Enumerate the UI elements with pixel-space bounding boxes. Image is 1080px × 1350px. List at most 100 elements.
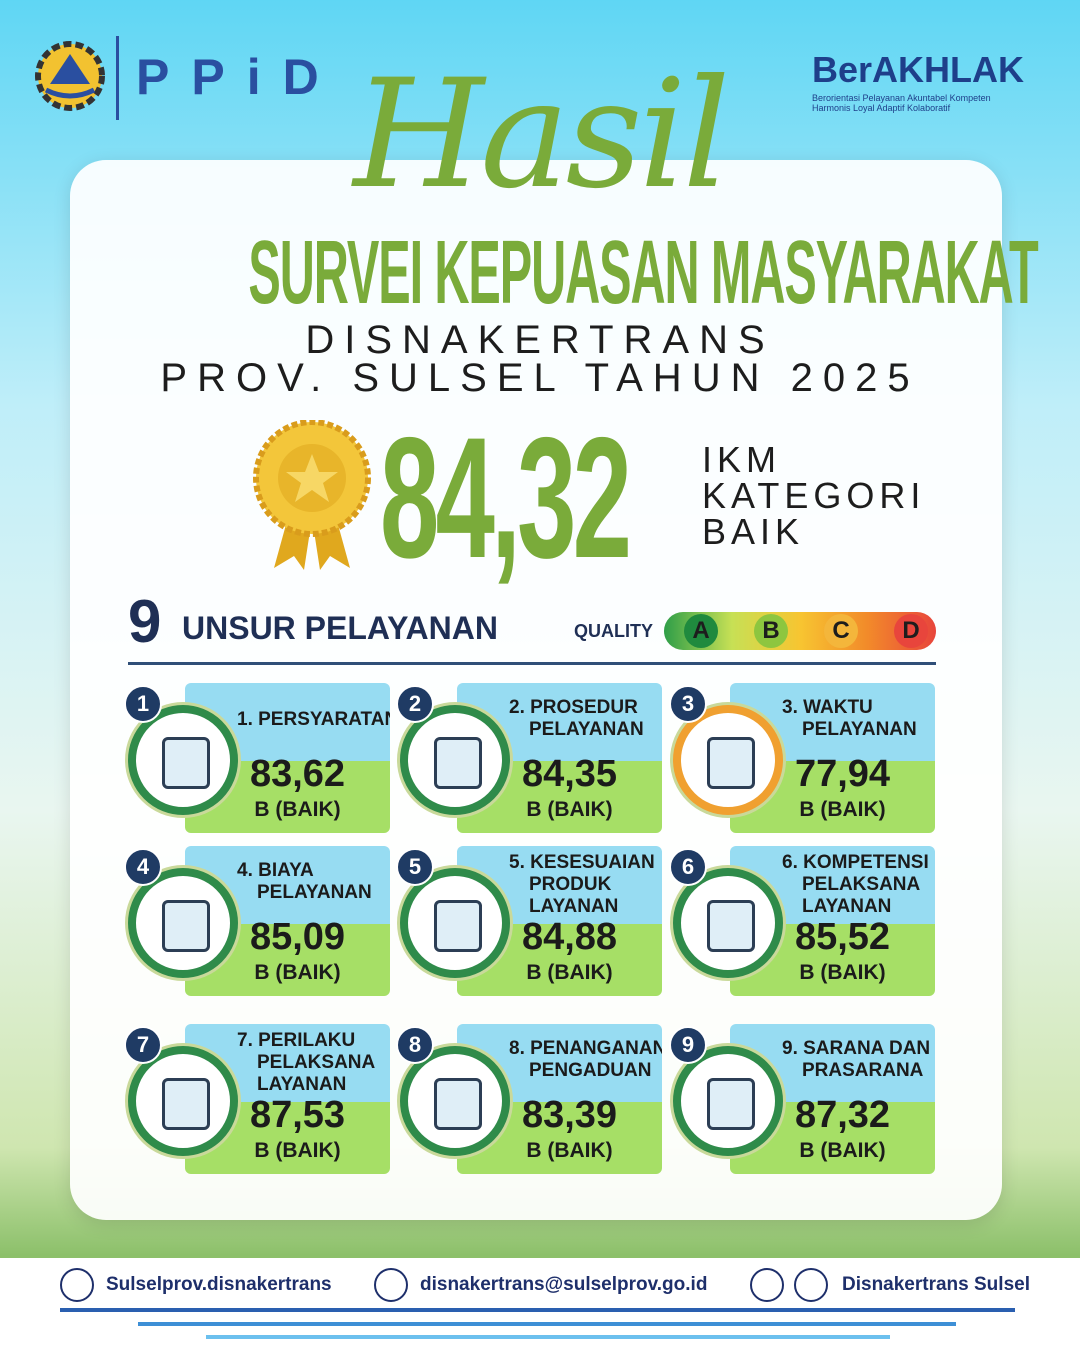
item-name: PRODUK <box>529 874 612 895</box>
item-category: B (BAIK) <box>254 798 341 821</box>
medal-icon <box>253 420 371 570</box>
logo-text: PPiD <box>136 49 341 105</box>
item-badge: 8 <box>396 1026 434 1064</box>
quality-grade: B <box>754 614 788 648</box>
item-name: 9. SARANA DAN <box>782 1038 931 1059</box>
icon-glyph <box>162 1078 210 1130</box>
email-icon <box>374 1268 408 1302</box>
item-icon <box>673 705 783 815</box>
quality-grade: A <box>684 614 718 648</box>
item-name: PELAYANAN <box>257 882 372 903</box>
item-card: 2. PROSEDUR PELAYANAN 84,35 B (BAIK) <box>457 683 662 833</box>
brand-name: BerAKHLAK <box>812 49 1025 90</box>
item-score: 77,94 <box>794 753 891 795</box>
icon-glyph <box>434 737 482 789</box>
item-badge: 1 <box>124 685 162 723</box>
item-score: 83,39 <box>521 1094 618 1136</box>
item-name: 7. PERILAKU <box>237 1030 356 1051</box>
item-badge: 3 <box>669 685 707 723</box>
item-card: 3. WAKTU PELAYANAN 77,94 B (BAIK) <box>730 683 935 833</box>
item-badge: 7 <box>124 1026 162 1064</box>
item-name: PELAKSANA <box>257 1052 376 1073</box>
facebook-icon <box>794 1268 828 1302</box>
quality-label: QUALITY <box>574 621 653 641</box>
item-name: 2. PROSEDUR <box>509 697 638 718</box>
item-name: 8. PENANGANAN <box>509 1038 662 1059</box>
icon-glyph <box>162 737 210 789</box>
title-main: SURVEI KEPUASAN MASYARAKAT <box>248 223 1038 323</box>
item-score: 85,09 <box>249 916 346 958</box>
section-rule <box>128 662 936 665</box>
footer-line <box>206 1335 890 1339</box>
logo-emblem <box>35 41 105 111</box>
item-score: 84,35 <box>521 753 618 795</box>
section-title: UNSUR PELAYANAN <box>182 610 498 646</box>
item-category: B (BAIK) <box>799 798 886 821</box>
footer-line <box>60 1308 1015 1312</box>
title-line: PROV. SULSEL TAHUN 2025 <box>160 356 920 400</box>
item-name: PELAYANAN <box>802 719 917 740</box>
item-name: 3. WAKTU <box>782 697 873 718</box>
ikm-score: 84,32 <box>380 402 632 594</box>
item-name: 4. BIAYA <box>237 860 314 881</box>
item-card: 1. PERSYARATAN 83,62 B (BAIK) <box>185 683 390 833</box>
instagram-icon <box>60 1268 94 1302</box>
icon-glyph <box>434 900 482 952</box>
quality-grade: C <box>824 614 858 648</box>
quality-grade: D <box>894 614 928 648</box>
youtube-icon <box>750 1268 784 1302</box>
item-icon <box>128 705 238 815</box>
item-name: PRASARANA <box>802 1060 924 1081</box>
item-score: 87,32 <box>794 1094 891 1136</box>
item-name: 1. PERSYARATAN <box>237 709 390 730</box>
item-category: B (BAIK) <box>799 961 886 984</box>
item-name: LAYANAN <box>802 896 892 917</box>
item-badge: 2 <box>396 685 434 723</box>
brand-tagline: Harmonis Loyal Adaptif Kolaboratif <box>812 103 951 113</box>
ikm-label: IKM <box>702 439 782 480</box>
item-category: B (BAIK) <box>254 961 341 984</box>
item-icon <box>673 868 783 978</box>
item-category: B (BAIK) <box>526 961 613 984</box>
footer-social: Disnakertrans Sulsel <box>842 1274 1030 1295</box>
footer-email: disnakertrans@sulselprov.go.id <box>420 1274 708 1295</box>
item-category: B (BAIK) <box>526 1139 613 1162</box>
item-badge: 5 <box>396 848 434 886</box>
item-score: 83,62 <box>249 753 346 795</box>
item-name: PELAKSANA <box>802 874 921 895</box>
item-icon <box>128 868 238 978</box>
item-badge: 4 <box>124 848 162 886</box>
item-badge: 6 <box>669 848 707 886</box>
icon-glyph <box>707 737 755 789</box>
item-name: PELAYANAN <box>529 719 644 740</box>
item-category: B (BAIK) <box>526 798 613 821</box>
item-score: 87,53 <box>249 1094 346 1136</box>
item-category: B (BAIK) <box>254 1139 341 1162</box>
icon-glyph <box>707 900 755 952</box>
item-name: 6. KOMPETENSI <box>782 852 929 873</box>
footer <box>0 1258 1080 1350</box>
title-line: DISNAKERTRANS <box>305 318 775 362</box>
footer-line <box>138 1322 956 1326</box>
item-icon <box>400 868 510 978</box>
item-name: PENGADUAN <box>529 1060 652 1081</box>
item-category: B (BAIK) <box>799 1139 886 1162</box>
icon-glyph <box>707 1078 755 1130</box>
item-name: 5. KESESUAIAN <box>509 852 655 873</box>
item-card: 6. KOMPETENSI PELAKSANA LAYANAN 85,52 B (BAI… <box>730 846 935 996</box>
ikm-label: KATEGORI <box>702 475 926 516</box>
item-name: LAYANAN <box>529 896 619 917</box>
title-script: Hasil <box>353 48 730 222</box>
logo-divider <box>116 36 119 120</box>
item-badge: 9 <box>669 1026 707 1064</box>
item-icon <box>400 1046 510 1156</box>
item-icon <box>673 1046 783 1156</box>
item-card: 5. KESESUAIAN PRODUK LAYANAN 84,88 B (BAIK) <box>457 846 662 996</box>
icon-glyph <box>434 1078 482 1130</box>
item-icon <box>400 705 510 815</box>
ikm-label: BAIK <box>702 511 805 552</box>
item-icon <box>128 1046 238 1156</box>
item-name: LAYANAN <box>257 1074 347 1095</box>
